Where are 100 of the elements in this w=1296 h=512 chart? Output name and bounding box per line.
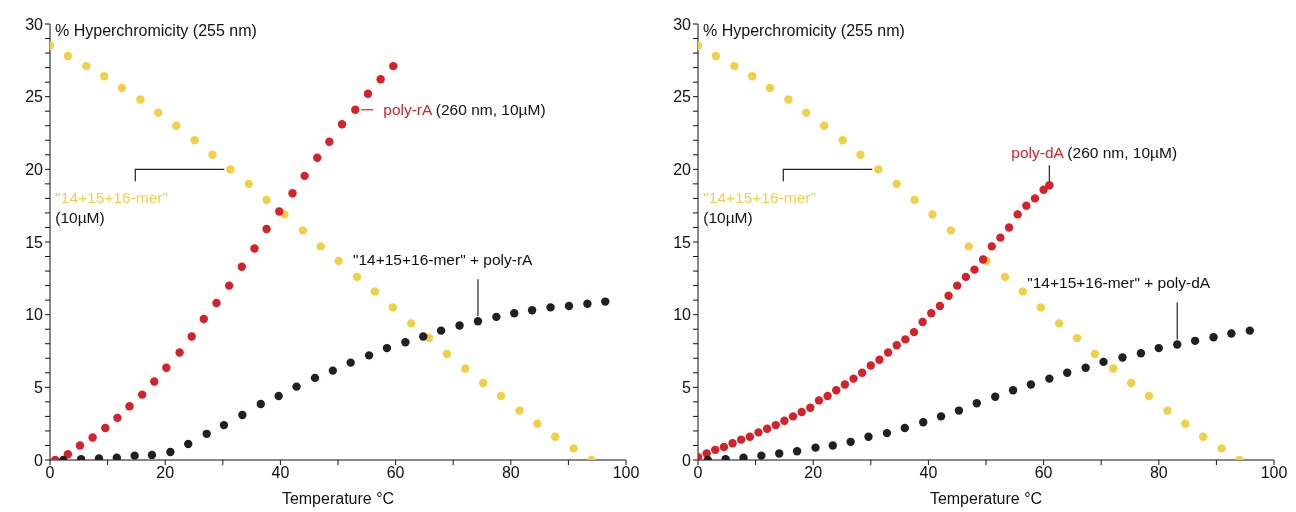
y-tick-label: 25 (25, 88, 44, 106)
point (237, 262, 247, 271)
y-tick-label: 15 (673, 233, 692, 251)
point (1018, 287, 1028, 296)
text: "14+15+16-mer" + poly-rA (352, 251, 534, 269)
x-axis-title: Temperature °C (929, 490, 1043, 507)
point (1026, 380, 1036, 389)
point (136, 95, 145, 104)
point (780, 416, 789, 425)
point (63, 51, 73, 61)
y-tick-label: 5 (34, 379, 44, 397)
point (226, 165, 235, 174)
annotation: (10µM) (703, 209, 753, 227)
x-tick-label: 20 (804, 464, 823, 482)
point (125, 402, 134, 411)
point (970, 265, 979, 274)
point (337, 120, 347, 129)
point (757, 451, 766, 460)
point (882, 428, 892, 438)
y-tick-label: 25 (673, 88, 692, 106)
x-tick-label: 100 (612, 464, 640, 482)
point (1217, 444, 1226, 453)
point (730, 61, 739, 71)
point (583, 299, 592, 308)
point (352, 272, 362, 282)
y-tick-label: 0 (682, 451, 692, 469)
y-tick-label: 30 (673, 15, 692, 33)
point (1198, 432, 1208, 441)
point (274, 391, 283, 401)
point (442, 349, 452, 359)
point (987, 242, 996, 251)
point (935, 301, 945, 311)
point (137, 390, 147, 399)
point (1126, 378, 1136, 388)
point (288, 189, 297, 198)
point (212, 298, 221, 308)
point (936, 412, 946, 421)
x-tick-label: 0 (693, 464, 703, 482)
point (300, 171, 309, 181)
point (1227, 329, 1236, 338)
text: "14+15+16-mer" (703, 189, 816, 207)
point (328, 366, 338, 375)
point (292, 382, 301, 391)
point (461, 364, 470, 373)
point (1036, 303, 1045, 312)
point (1144, 391, 1154, 401)
point (719, 442, 729, 452)
point (401, 338, 410, 347)
point (754, 428, 763, 437)
point (1245, 326, 1255, 335)
point (1045, 374, 1054, 383)
point (150, 377, 159, 386)
point (510, 309, 519, 318)
point (978, 255, 988, 264)
x-tick-label: 60 (1034, 464, 1053, 482)
point (99, 72, 109, 81)
point (857, 368, 867, 377)
point (954, 406, 964, 415)
y-tick-label: 20 (25, 161, 44, 179)
point (909, 327, 919, 337)
point (737, 435, 746, 444)
point (1163, 406, 1172, 415)
point (313, 153, 322, 162)
point (1090, 349, 1100, 359)
point (496, 391, 506, 401)
point (832, 386, 841, 395)
point (1154, 343, 1163, 353)
point (961, 272, 971, 282)
point (376, 75, 385, 84)
point (88, 433, 97, 442)
point (455, 321, 464, 330)
point (792, 447, 802, 456)
point (838, 136, 847, 145)
point (244, 179, 253, 189)
point (946, 226, 956, 235)
point (187, 332, 196, 341)
point (1030, 194, 1040, 203)
point (1109, 364, 1118, 373)
y-tick-label: 10 (25, 306, 44, 324)
point (775, 449, 784, 458)
point (892, 179, 901, 189)
point (171, 121, 181, 130)
point (184, 439, 193, 449)
point (806, 403, 815, 412)
point (1118, 353, 1127, 362)
point (419, 332, 428, 341)
point (866, 361, 875, 370)
point (208, 150, 217, 159)
point (101, 423, 110, 433)
x-tick-label: 40 (271, 464, 290, 482)
point (944, 291, 953, 300)
x-tick-label: 20 (156, 464, 175, 482)
point (154, 108, 163, 117)
point (996, 233, 1005, 242)
point (147, 450, 157, 460)
point (238, 410, 247, 420)
point (823, 391, 832, 401)
point (533, 419, 542, 428)
point (298, 226, 308, 235)
point (363, 89, 373, 98)
